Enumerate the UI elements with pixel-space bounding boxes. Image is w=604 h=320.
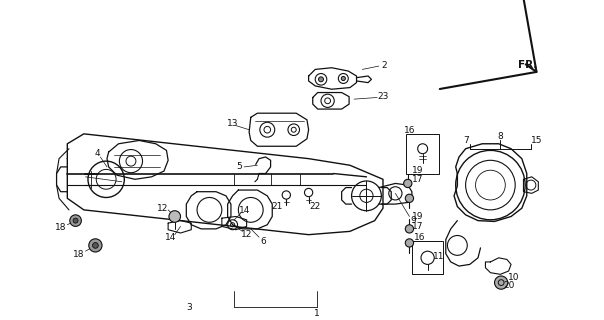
Circle shape — [169, 211, 181, 222]
Text: 14: 14 — [165, 234, 176, 243]
Text: 2: 2 — [382, 61, 387, 70]
Circle shape — [318, 77, 324, 82]
Circle shape — [73, 218, 78, 223]
Text: 10: 10 — [508, 273, 519, 282]
Text: 9: 9 — [411, 216, 416, 225]
Text: 23: 23 — [378, 92, 388, 101]
Circle shape — [341, 76, 345, 81]
Text: 19: 19 — [412, 212, 423, 221]
Bar — [412, 241, 443, 274]
Text: 12: 12 — [156, 204, 168, 213]
Circle shape — [70, 215, 82, 227]
Circle shape — [89, 239, 102, 252]
Circle shape — [403, 179, 412, 188]
Text: 16: 16 — [403, 126, 415, 135]
Text: 14: 14 — [239, 206, 251, 215]
Text: 8: 8 — [498, 132, 503, 141]
Text: FR.: FR. — [518, 60, 537, 70]
Text: 15: 15 — [531, 136, 542, 145]
Text: 19: 19 — [412, 166, 423, 175]
Text: 7: 7 — [463, 136, 469, 145]
Circle shape — [495, 276, 508, 289]
Text: 18: 18 — [73, 250, 85, 259]
Text: 1: 1 — [314, 309, 320, 318]
Text: 17: 17 — [412, 175, 423, 184]
Text: 6: 6 — [260, 237, 266, 246]
Text: 21: 21 — [272, 202, 283, 211]
Text: 5: 5 — [236, 162, 242, 171]
Circle shape — [405, 239, 414, 247]
Bar — [406, 134, 439, 173]
Text: 18: 18 — [55, 223, 66, 232]
Text: 22: 22 — [310, 202, 321, 211]
Text: 12: 12 — [241, 230, 252, 239]
Circle shape — [405, 225, 414, 233]
Text: 17: 17 — [412, 222, 423, 231]
Text: 16: 16 — [414, 234, 425, 243]
Text: 11: 11 — [434, 252, 445, 261]
Text: 20: 20 — [503, 281, 514, 291]
Text: 4: 4 — [94, 149, 100, 158]
Text: 13: 13 — [227, 119, 239, 128]
Text: 3: 3 — [186, 303, 191, 312]
Circle shape — [92, 243, 98, 248]
Circle shape — [405, 194, 414, 203]
